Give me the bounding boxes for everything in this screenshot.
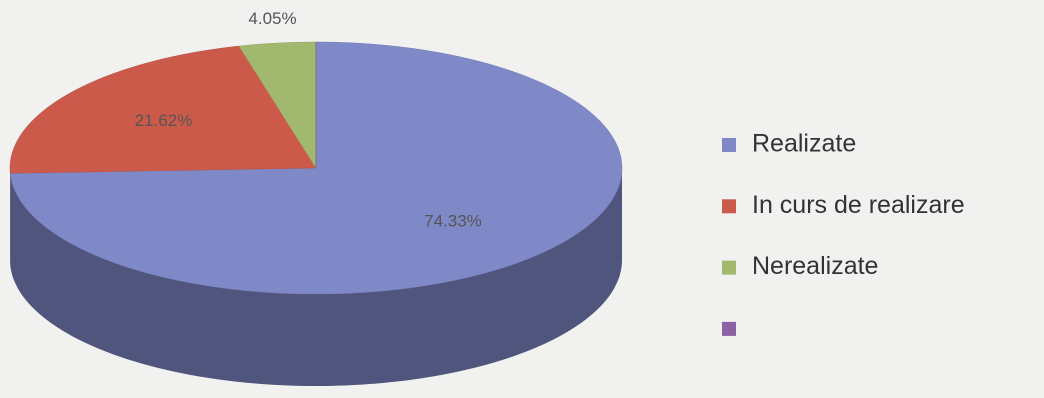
legend-swatch xyxy=(722,260,736,275)
legend-label: Nerealizate xyxy=(752,252,878,280)
slice xyxy=(238,41,317,169)
legend-label: In curs de realizare xyxy=(752,191,965,219)
slice-side xyxy=(10,168,622,386)
value-label: 21.62% xyxy=(135,111,193,130)
legend-label: Realizate xyxy=(752,130,856,158)
value-label: 74.33% xyxy=(424,212,482,231)
slice xyxy=(9,45,317,174)
legend-swatch xyxy=(722,138,736,152)
legend-swatch xyxy=(722,321,736,336)
legend-swatch xyxy=(722,199,736,214)
value-label: 4.05% xyxy=(248,9,296,28)
